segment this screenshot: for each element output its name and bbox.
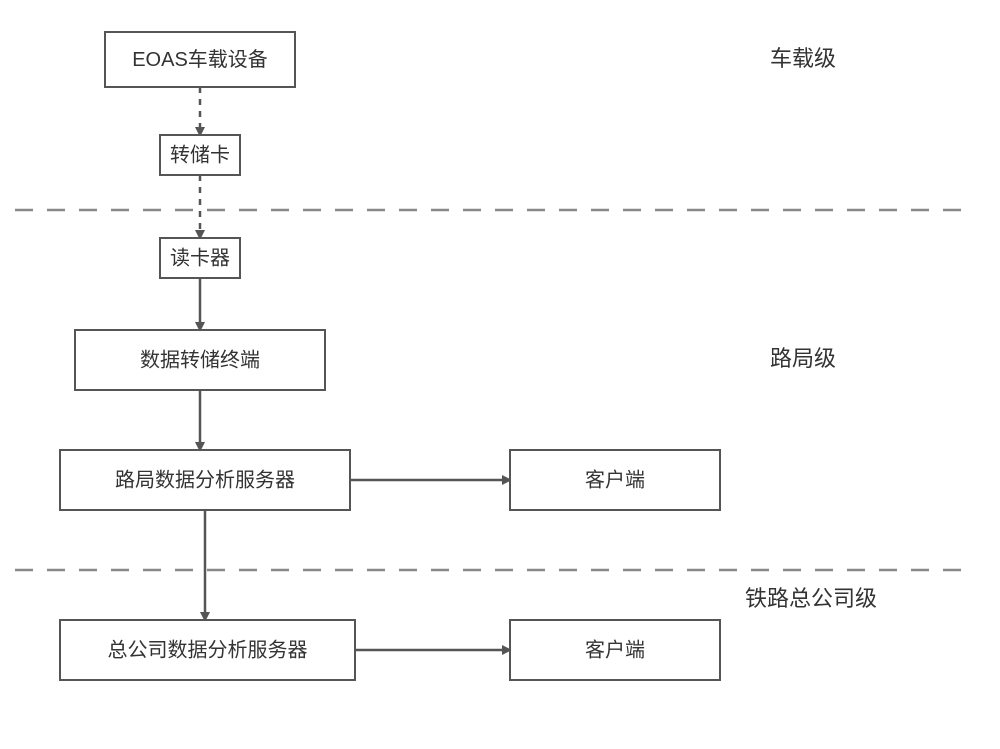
node-transfer: 转储卡 [160, 135, 240, 175]
section-label-1: 路局级 [770, 346, 836, 371]
node-hq: 总公司数据分析服务器 [60, 620, 355, 680]
node-reader: 读卡器 [160, 238, 240, 278]
node-label-bureau: 路局数据分析服务器 [115, 468, 295, 491]
node-bureau: 路局数据分析服务器 [60, 450, 350, 510]
node-label-transfer: 转储卡 [170, 143, 230, 166]
node-eoas: EOAS车载设备 [105, 32, 295, 87]
section-label-0: 车载级 [770, 46, 836, 71]
flowchart-canvas: EOAS车载设备转储卡读卡器数据转储终端路局数据分析服务器客户端总公司数据分析服… [0, 0, 1000, 749]
node-label-terminal: 数据转储终端 [140, 348, 260, 371]
node-client2: 客户端 [510, 620, 720, 680]
node-client1: 客户端 [510, 450, 720, 510]
node-label-client1: 客户端 [585, 468, 645, 491]
node-label-reader: 读卡器 [170, 246, 230, 269]
node-label-client2: 客户端 [585, 638, 645, 661]
node-label-eoas: EOAS车载设备 [132, 48, 268, 71]
node-label-hq: 总公司数据分析服务器 [108, 638, 308, 661]
node-terminal: 数据转储终端 [75, 330, 325, 390]
section-label-2: 铁路总公司级 [745, 586, 877, 611]
